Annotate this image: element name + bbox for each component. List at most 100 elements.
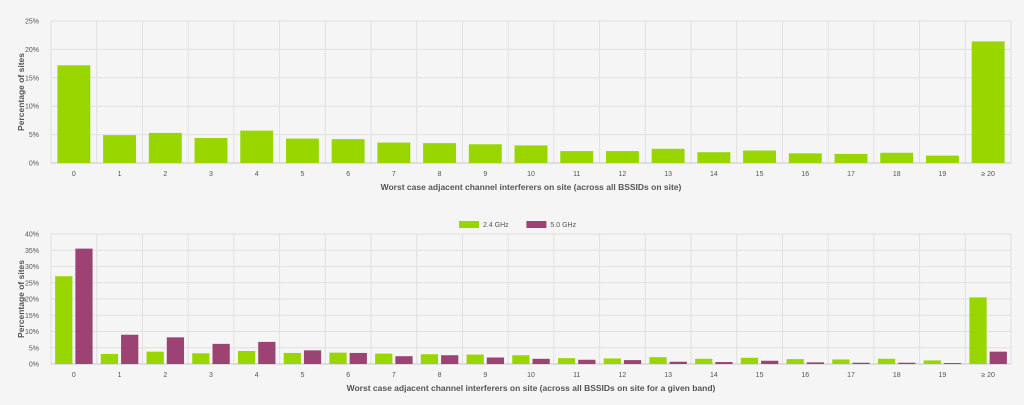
bar-5-0-ghz-1[interactable]: [121, 334, 139, 364]
y-tick-label: 20%: [25, 47, 39, 54]
bar-series-7[interactable]: [377, 142, 411, 163]
bar-5-0-ghz-16[interactable]: [806, 362, 825, 364]
x-tick-label: 8: [438, 372, 442, 379]
y-tick-label: 35%: [25, 248, 39, 255]
legend-swatch: [526, 221, 547, 228]
bar-5-0-ghz-13[interactable]: [669, 361, 687, 364]
bar-2-4-ghz-12[interactable]: [603, 358, 621, 364]
x-tick-label: 13: [664, 171, 672, 178]
bar-5-0-ghz-0[interactable]: [75, 248, 93, 364]
legend-item-2-4-ghz[interactable]: 2.4 GHz: [459, 221, 509, 229]
bar-series-4[interactable]: [240, 130, 274, 163]
bar-5-0-ghz-20[interactable]: [989, 351, 1007, 364]
bar-series-19[interactable]: [925, 155, 959, 163]
bar-2-4-ghz-11[interactable]: [557, 358, 576, 364]
bar-5-0-ghz-10[interactable]: [532, 358, 550, 364]
bar-2-4-ghz-4[interactable]: [237, 351, 256, 364]
bar-series-9[interactable]: [468, 144, 502, 163]
bar-2-4-ghz-15[interactable]: [740, 357, 759, 364]
y-tick-label: 20%: [25, 297, 39, 304]
bar-2-4-ghz-3[interactable]: [192, 353, 210, 364]
bar-2-4-ghz-20[interactable]: [969, 297, 987, 364]
y-tick-label: 25%: [25, 280, 39, 287]
bar-5-0-ghz-19[interactable]: [943, 363, 962, 364]
bar-2-4-ghz-19[interactable]: [923, 360, 941, 364]
bar-5-0-ghz-18[interactable]: [898, 362, 916, 364]
x-tick-label: 12: [619, 372, 627, 379]
bar-5-0-ghz-14[interactable]: [715, 362, 733, 364]
bar-series-14[interactable]: [697, 152, 731, 163]
bar-series-3[interactable]: [194, 138, 228, 163]
legend-item-5-0-ghz[interactable]: 5.0 GHz: [526, 221, 577, 229]
bar-5-0-ghz-2[interactable]: [166, 337, 185, 364]
bar-2-4-ghz-1[interactable]: [100, 353, 119, 364]
x-tick-label: 16: [801, 171, 809, 178]
bar-5-0-ghz-12[interactable]: [623, 360, 642, 364]
bar-5-0-ghz-9[interactable]: [486, 357, 505, 365]
bar-5-0-ghz-5[interactable]: [303, 350, 322, 364]
y-tick-label: 15%: [25, 75, 39, 82]
x-tick-label: 3: [209, 372, 213, 379]
bar-series-0[interactable]: [57, 65, 91, 163]
bar-series-13[interactable]: [651, 148, 685, 163]
bar-series-10[interactable]: [514, 145, 548, 163]
x-axis-title: Worst case adjacent channel interferers …: [347, 383, 716, 393]
bar-series-2[interactable]: [148, 132, 182, 163]
x-tick-label: 2: [163, 171, 167, 178]
bar-series-11[interactable]: [560, 151, 594, 163]
bar-5-0-ghz-15[interactable]: [761, 360, 779, 364]
bar-series-18[interactable]: [880, 152, 914, 163]
x-tick-label: 2: [163, 372, 167, 379]
x-tick-label: 12: [619, 171, 627, 178]
bar-2-4-ghz-10[interactable]: [512, 355, 530, 364]
y-tick-label: 0%: [29, 161, 39, 168]
chart-interferers-by-band: 0%5%10%15%20%25%30%35%40%0 1 2 3 4 5 6 7 8 9 10 11 1…: [16, 221, 1012, 393]
bar-2-4-ghz-14[interactable]: [695, 358, 713, 364]
x-tick-label: 11: [573, 372, 580, 379]
bar-2-4-ghz-2[interactable]: [146, 351, 164, 364]
y-axis-title: Percentage of sites: [16, 53, 26, 131]
bar-2-4-ghz-5[interactable]: [283, 352, 301, 364]
legend-label: 5.0 GHz: [550, 222, 576, 229]
bar-2-4-ghz-18[interactable]: [877, 358, 896, 364]
x-tick-label: 9: [483, 372, 487, 379]
bar-5-0-ghz-8[interactable]: [441, 355, 459, 364]
bar-series-15[interactable]: [743, 150, 777, 163]
x-tick-label: 8: [438, 171, 442, 178]
bar-2-4-ghz-17[interactable]: [832, 359, 850, 364]
bar-2-4-ghz-0[interactable]: [55, 276, 73, 364]
legend-label: 2.4 GHz: [483, 222, 509, 229]
bar-5-0-ghz-6[interactable]: [349, 352, 367, 364]
bar-2-4-ghz-7[interactable]: [375, 353, 393, 364]
legend-swatch: [459, 221, 479, 228]
bar-series-5[interactable]: [285, 138, 319, 163]
x-tick-label: 0: [72, 372, 76, 379]
x-tick-label: 17: [847, 372, 855, 379]
bar-2-4-ghz-13[interactable]: [649, 357, 667, 364]
bar-2-4-ghz-16[interactable]: [786, 359, 804, 364]
bar-5-0-ghz-17[interactable]: [852, 362, 870, 364]
bar-2-4-ghz-8[interactable]: [420, 354, 439, 364]
x-tick-label: 6: [346, 171, 350, 178]
x-tick-label: 1: [118, 171, 122, 178]
bar-5-0-ghz-11[interactable]: [578, 359, 596, 364]
bar-series-20[interactable]: [971, 41, 1005, 164]
x-tick-label: ≥ 20: [981, 171, 995, 178]
bar-series-16[interactable]: [788, 153, 822, 163]
bar-5-0-ghz-4[interactable]: [258, 341, 276, 364]
bar-series-8[interactable]: [423, 143, 457, 163]
y-tick-label: 30%: [25, 264, 39, 271]
bar-series-1[interactable]: [103, 135, 137, 163]
bar-series-17[interactable]: [834, 153, 868, 163]
bar-series-12[interactable]: [605, 151, 639, 163]
bar-5-0-ghz-3[interactable]: [212, 343, 230, 364]
bar-2-4-ghz-6[interactable]: [329, 352, 347, 364]
x-tick-label: 6: [346, 372, 350, 379]
y-tick-label: 5%: [29, 345, 39, 352]
bar-5-0-ghz-7[interactable]: [395, 356, 413, 364]
bar-2-4-ghz-9[interactable]: [466, 354, 484, 364]
bar-series-6[interactable]: [331, 139, 365, 163]
x-tick-label: 0: [72, 171, 76, 178]
y-tick-label: 10%: [25, 104, 39, 111]
x-tick-label: 17: [847, 171, 855, 178]
